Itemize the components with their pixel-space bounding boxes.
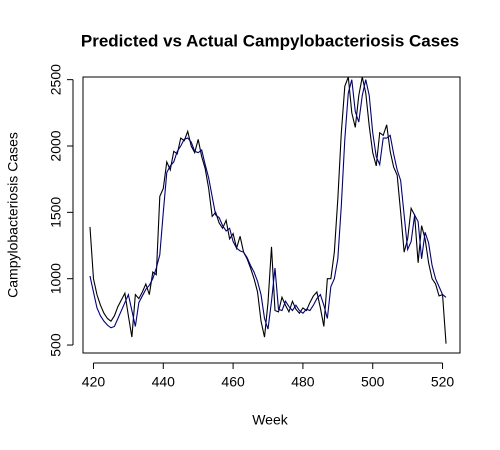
x-tick-label: 520 xyxy=(431,374,455,390)
data-line xyxy=(89,79,447,330)
x-tick-label: 460 xyxy=(221,374,245,390)
y-tick-label: 2500 xyxy=(48,64,64,95)
y-axis-label: Campylobacteriosis Cases xyxy=(5,132,21,298)
x-tick-label: 500 xyxy=(361,374,385,390)
plot-box xyxy=(82,76,461,354)
x-tick-label: 480 xyxy=(291,374,315,390)
x-tick-label: 440 xyxy=(152,374,176,390)
x-tick-label: 420 xyxy=(82,374,106,390)
y-tick-label: 1500 xyxy=(48,197,64,228)
x-axis-label: Week xyxy=(252,412,289,428)
y-tick-label: 500 xyxy=(48,333,64,357)
y-tick-label: 2000 xyxy=(48,130,64,161)
chart-title: Predicted vs Actual Campylobacteriosis C… xyxy=(81,31,459,50)
y-tick-label: 1000 xyxy=(48,263,64,294)
data-line xyxy=(89,77,447,344)
